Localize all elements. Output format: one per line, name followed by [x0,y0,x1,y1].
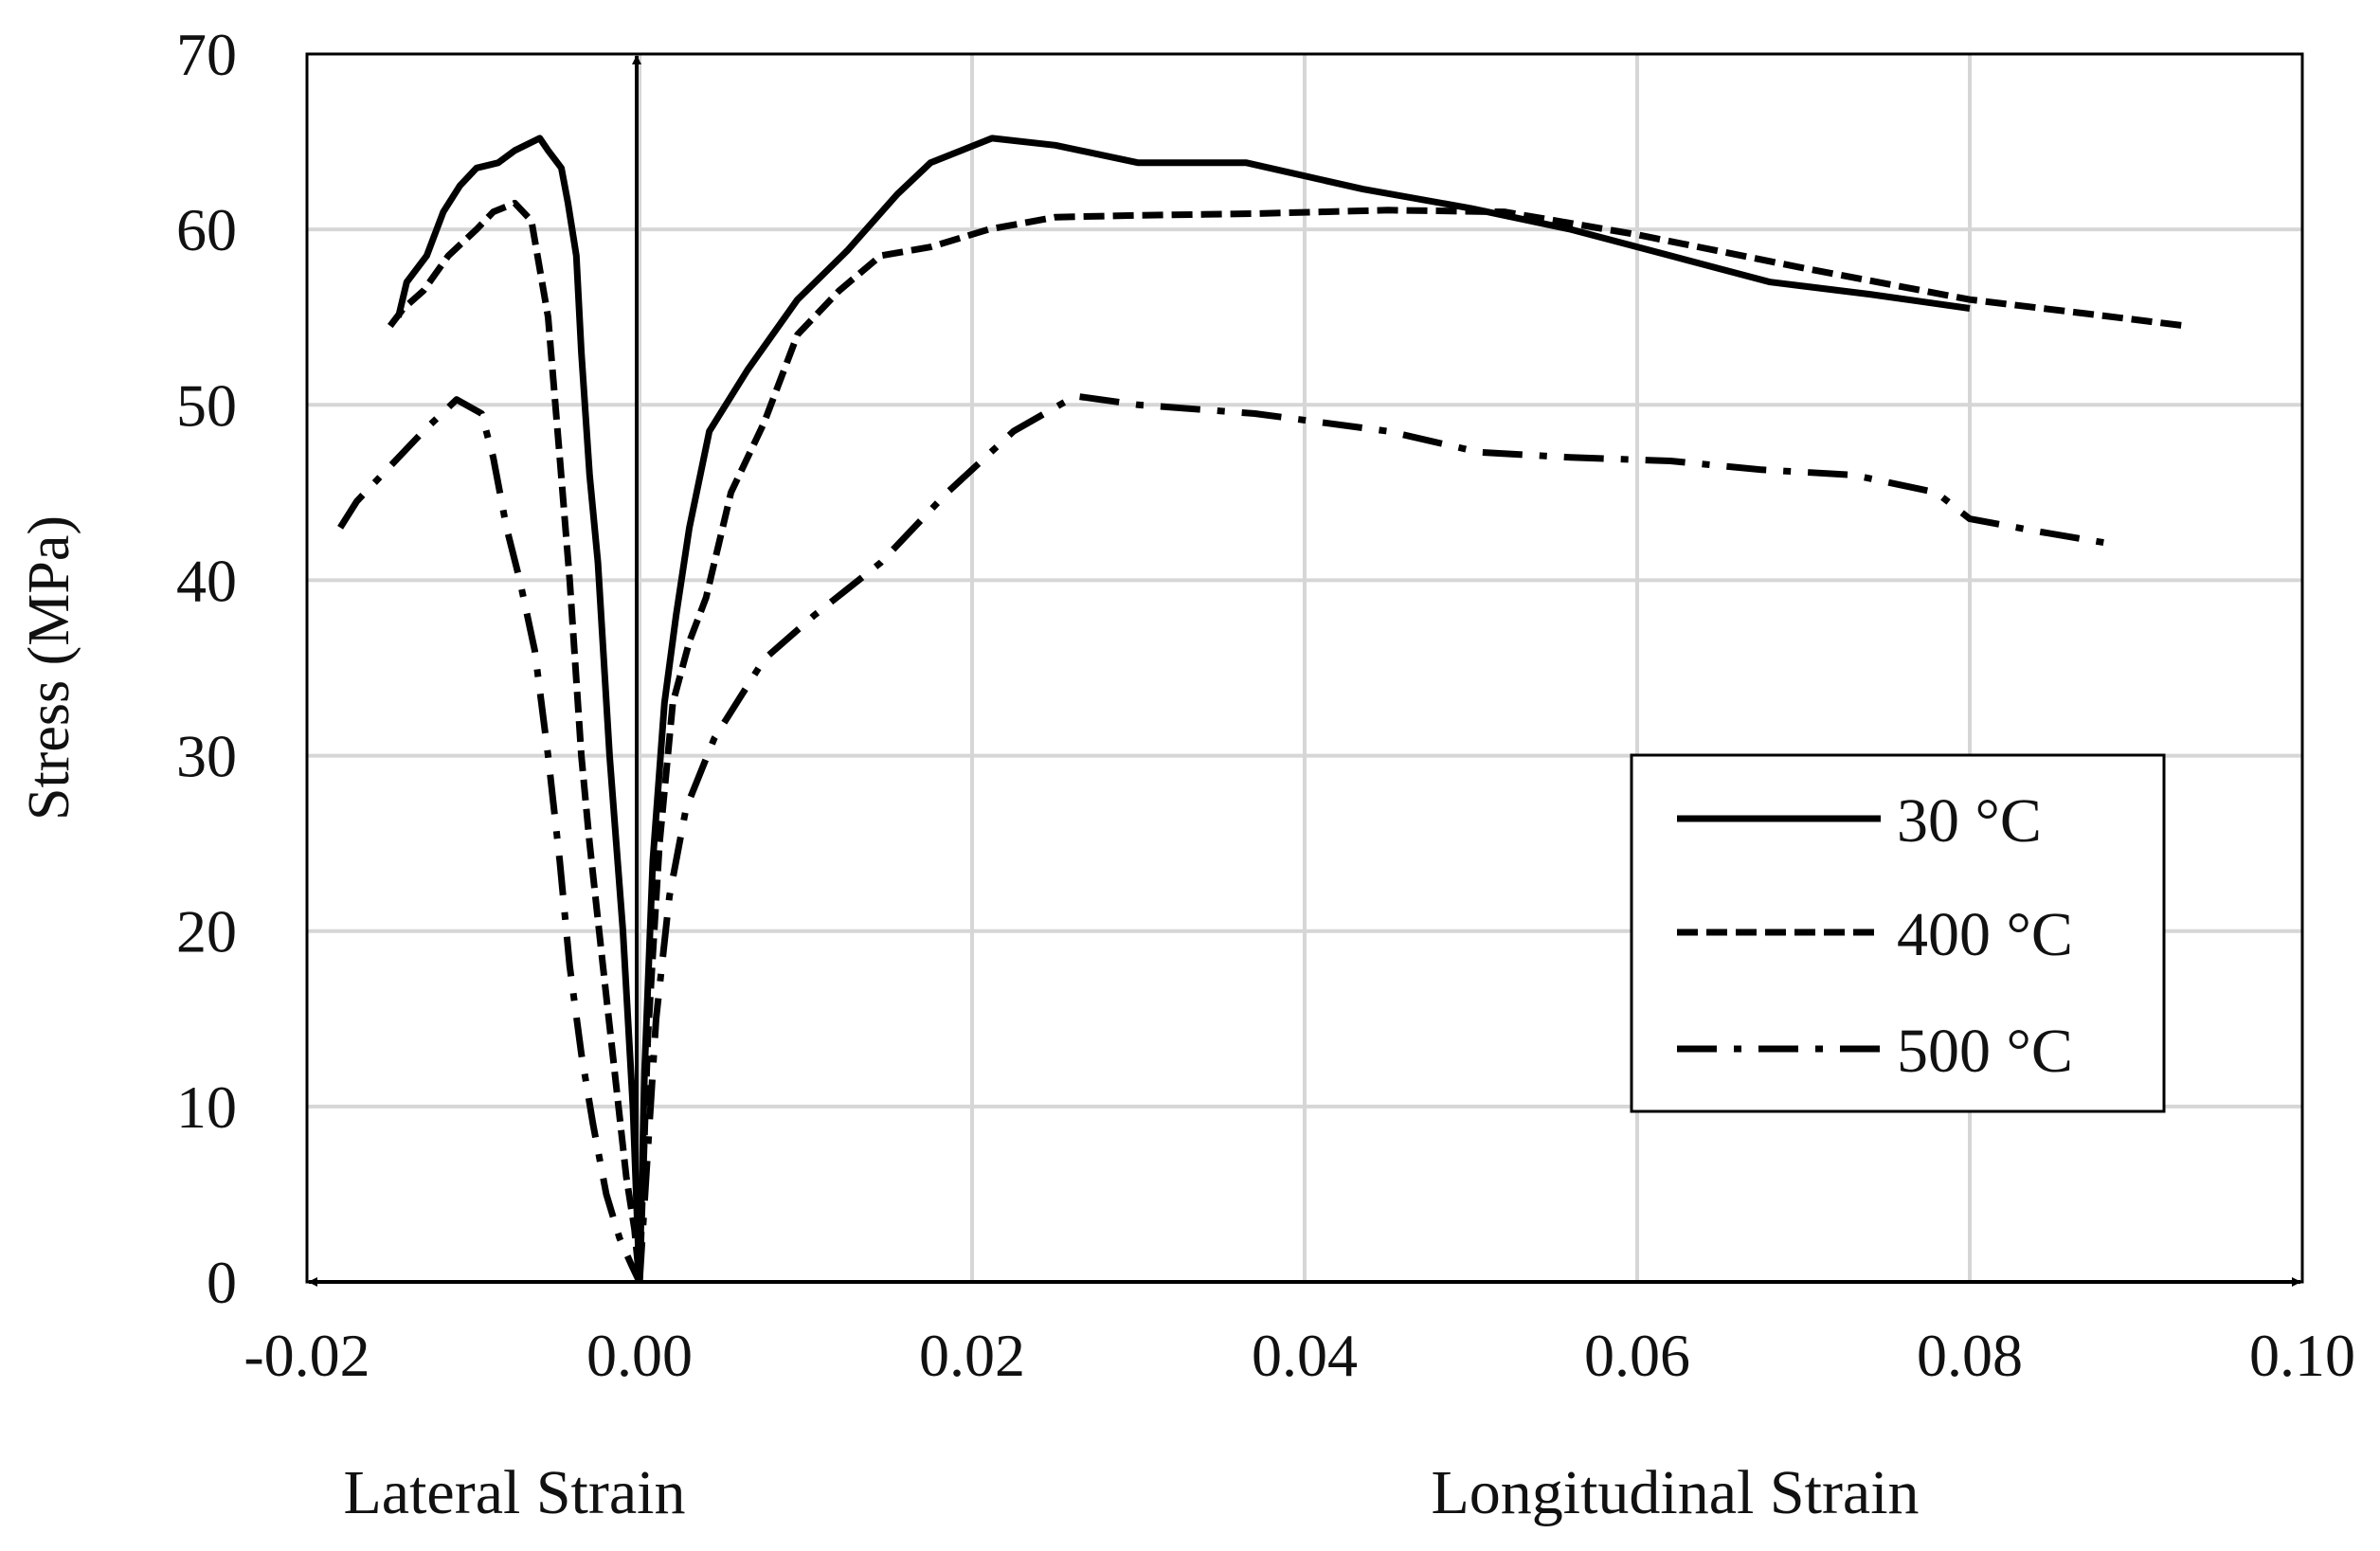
series-line-lateral [337,396,643,1284]
series-line-lateral [388,199,643,1283]
x-tick-label: 0.00 [586,1322,693,1389]
x-tick-label: 0.08 [1917,1322,2023,1389]
y-tick-label: 70 [176,21,237,88]
series-line-longitudinal [636,207,2187,1283]
legend-label-400c: 400 °C [1897,900,2073,969]
y-tick-labels: 0 10 20 30 40 50 60 70 [176,21,237,1316]
x-tick-labels: -0.02 0.00 0.02 0.04 0.06 0.08 0.10 [243,1322,2355,1389]
y-tick-label: 20 [176,898,237,965]
x-tick-label: 0.10 [2249,1322,2355,1389]
x-axis-label-lateral: Lateral Strain [343,1458,685,1527]
x-tick-label: -0.02 [243,1322,370,1389]
y-tick-label: 30 [176,723,237,790]
x-tick-label: 0.06 [1584,1322,1690,1389]
y-tick-label: 40 [176,547,237,614]
legend-label-500c: 500 °C [1897,1017,2073,1086]
x-tick-label: 0.04 [1252,1322,1358,1389]
series-line-lateral [395,135,643,1283]
series-line-longitudinal [636,392,2120,1283]
y-tick-label: 10 [176,1073,237,1141]
legend-label-30c: 30 °C [1897,786,2042,856]
series-line-longitudinal [636,135,1971,1283]
y-tick-label: 50 [176,371,237,439]
legend: 30 °C 400 °C 500 °C [1630,753,2166,1113]
x-axis-label-longitudinal: Longitudinal Strain [1431,1458,1919,1527]
y-tick-label: 60 [176,196,237,263]
x-tick-label: 0.02 [919,1322,1025,1389]
series-layer [337,135,2187,1284]
y-tick-label: 0 [207,1249,237,1316]
y-axis-label: Stress (MPa) [17,515,81,821]
